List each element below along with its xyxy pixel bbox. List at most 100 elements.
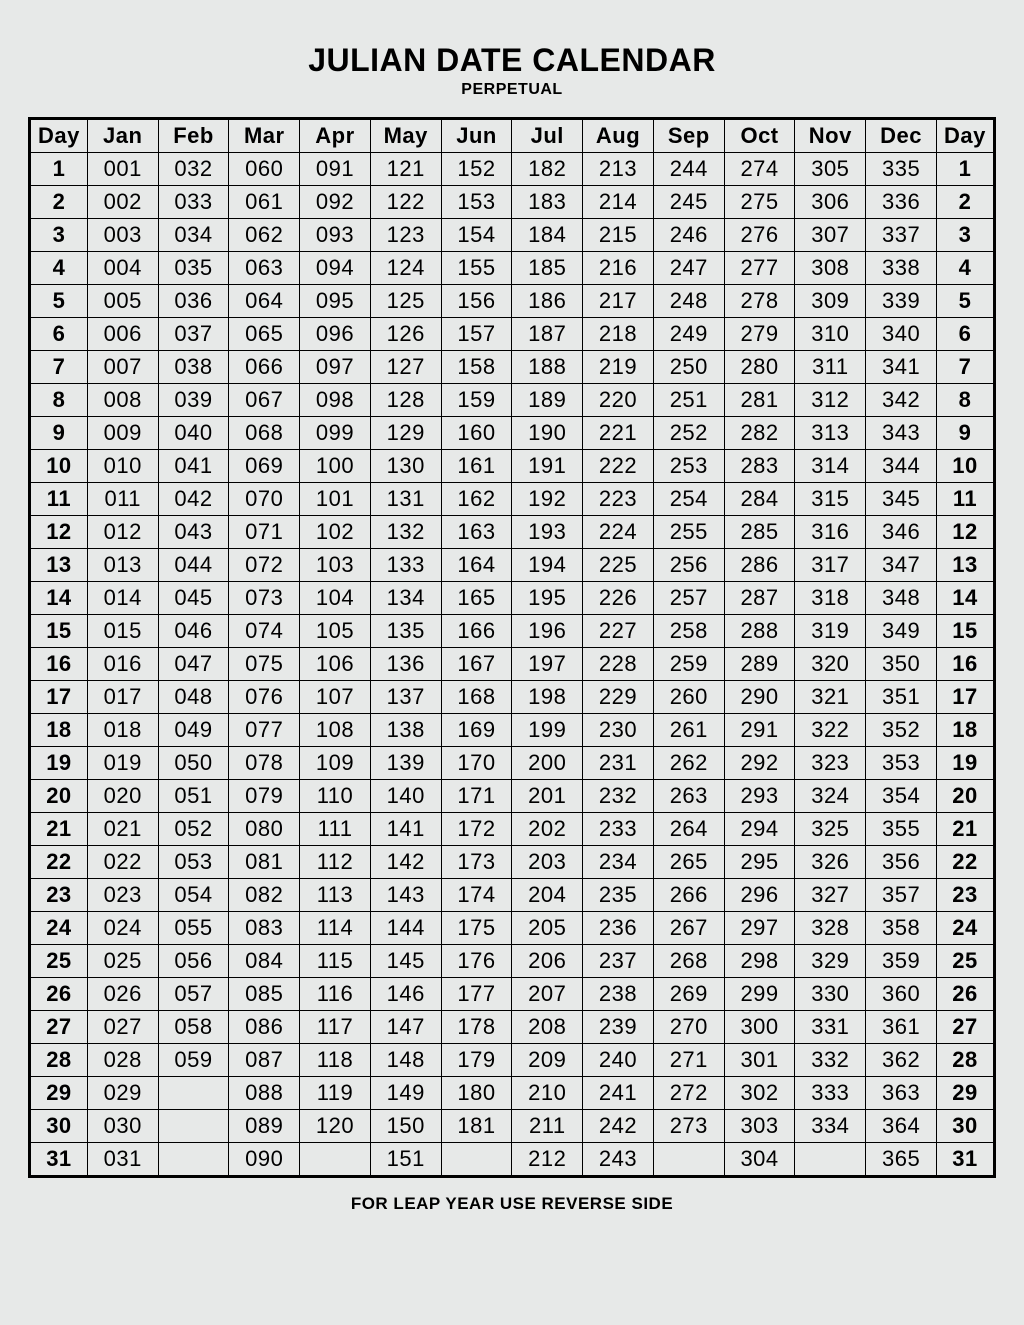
- value-cell: 148: [370, 1044, 441, 1077]
- value-cell: 249: [653, 318, 724, 351]
- value-cell: 186: [512, 285, 583, 318]
- value-cell: 111: [300, 813, 371, 846]
- value-cell: 026: [87, 978, 158, 1011]
- value-cell: 300: [724, 1011, 795, 1044]
- day-cell: 3: [30, 219, 88, 252]
- table-row: 2002005107911014017120123226329332435420: [30, 780, 995, 813]
- value-cell: 168: [441, 681, 512, 714]
- value-cell: 152: [441, 153, 512, 186]
- value-cell: 114: [300, 912, 371, 945]
- value-cell: 131: [370, 483, 441, 516]
- value-cell: 193: [512, 516, 583, 549]
- value-cell: 295: [724, 846, 795, 879]
- value-cell: 057: [158, 978, 229, 1011]
- day-cell: 30: [936, 1110, 994, 1143]
- value-cell: 258: [653, 615, 724, 648]
- value-cell: 179: [441, 1044, 512, 1077]
- value-cell: 185: [512, 252, 583, 285]
- value-cell: 078: [229, 747, 300, 780]
- value-cell: 214: [583, 186, 654, 219]
- value-cell: 146: [370, 978, 441, 1011]
- day-cell: 28: [936, 1044, 994, 1077]
- day-cell: 29: [30, 1077, 88, 1110]
- day-cell: 24: [936, 912, 994, 945]
- day-cell: 2: [30, 186, 88, 219]
- value-cell: 363: [866, 1077, 937, 1110]
- column-header: Jul: [512, 119, 583, 153]
- value-cell: 153: [441, 186, 512, 219]
- value-cell: 079: [229, 780, 300, 813]
- day-cell: 4: [30, 252, 88, 285]
- value-cell: 045: [158, 582, 229, 615]
- value-cell: 315: [795, 483, 866, 516]
- footer-note: FOR LEAP YEAR USE REVERSE SIDE: [28, 1194, 996, 1214]
- value-cell: 029: [87, 1077, 158, 1110]
- value-cell: 202: [512, 813, 583, 846]
- value-cell: 207: [512, 978, 583, 1011]
- table-row: 1901905007810913917020023126229232335319: [30, 747, 995, 780]
- table-row: 2602605708511614617720723826929933036026: [30, 978, 995, 1011]
- value-cell: 087: [229, 1044, 300, 1077]
- value-cell: 058: [158, 1011, 229, 1044]
- value-cell: 199: [512, 714, 583, 747]
- day-cell: 23: [30, 879, 88, 912]
- value-cell: 266: [653, 879, 724, 912]
- value-cell: 324: [795, 780, 866, 813]
- page: JULIAN DATE CALENDAR PERPETUAL DayJanFeb…: [0, 0, 1024, 1325]
- value-cell: 070: [229, 483, 300, 516]
- value-cell: 137: [370, 681, 441, 714]
- value-cell: 119: [300, 1077, 371, 1110]
- value-cell: 232: [583, 780, 654, 813]
- value-cell: 241: [583, 1077, 654, 1110]
- value-cell: 293: [724, 780, 795, 813]
- page-title: JULIAN DATE CALENDAR: [28, 42, 996, 79]
- table-row: 80080390670981281591892202512813123428: [30, 384, 995, 417]
- value-cell: 291: [724, 714, 795, 747]
- value-cell: 121: [370, 153, 441, 186]
- day-cell: 4: [936, 252, 994, 285]
- value-cell: 024: [87, 912, 158, 945]
- value-cell: 062: [229, 219, 300, 252]
- value-cell: 103: [300, 549, 371, 582]
- value-cell: 125: [370, 285, 441, 318]
- value-cell: 333: [795, 1077, 866, 1110]
- table-row: 2202205308111214217320323426529532635622: [30, 846, 995, 879]
- day-cell: 17: [30, 681, 88, 714]
- value-cell: 314: [795, 450, 866, 483]
- value-cell: 288: [724, 615, 795, 648]
- value-cell: 204: [512, 879, 583, 912]
- value-cell: 147: [370, 1011, 441, 1044]
- column-header: Aug: [583, 119, 654, 153]
- value-cell: 216: [583, 252, 654, 285]
- table-row: 90090400680991291601902212522823133439: [30, 417, 995, 450]
- value-cell: 235: [583, 879, 654, 912]
- value-cell: 122: [370, 186, 441, 219]
- value-cell: 354: [866, 780, 937, 813]
- day-cell: 14: [30, 582, 88, 615]
- value-cell: 104: [300, 582, 371, 615]
- value-cell: 270: [653, 1011, 724, 1044]
- value-cell: 002: [87, 186, 158, 219]
- value-cell: 217: [583, 285, 654, 318]
- table-row: 70070380660971271581882192502803113417: [30, 351, 995, 384]
- value-cell: 294: [724, 813, 795, 846]
- value-cell: 115: [300, 945, 371, 978]
- value-cell: [653, 1143, 724, 1177]
- table-row: 1601604707510613616719722825928932035016: [30, 648, 995, 681]
- value-cell: 218: [583, 318, 654, 351]
- value-cell: 088: [229, 1077, 300, 1110]
- value-cell: 033: [158, 186, 229, 219]
- value-cell: 247: [653, 252, 724, 285]
- value-cell: 154: [441, 219, 512, 252]
- value-cell: 358: [866, 912, 937, 945]
- value-cell: 132: [370, 516, 441, 549]
- value-cell: 142: [370, 846, 441, 879]
- value-cell: 001: [87, 153, 158, 186]
- value-cell: 091: [300, 153, 371, 186]
- table-row: 20020330610921221531832142452753063362: [30, 186, 995, 219]
- value-cell: 215: [583, 219, 654, 252]
- day-cell: 8: [936, 384, 994, 417]
- value-cell: 054: [158, 879, 229, 912]
- value-cell: 338: [866, 252, 937, 285]
- value-cell: 010: [87, 450, 158, 483]
